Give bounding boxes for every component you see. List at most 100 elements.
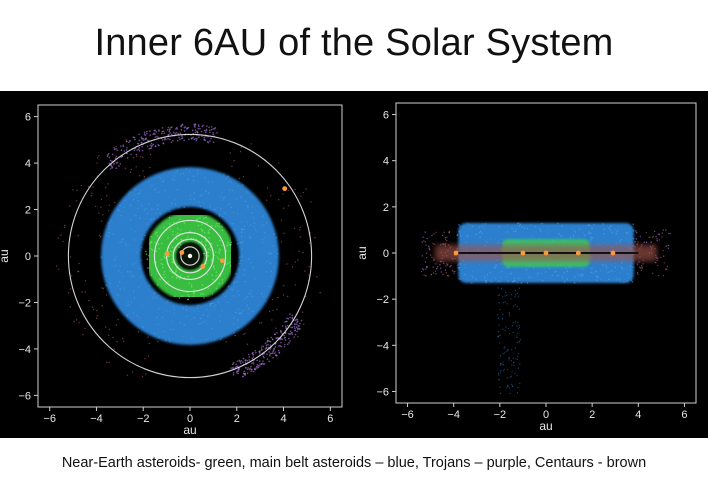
trojan-point xyxy=(244,361,247,364)
centaur-point xyxy=(149,153,152,156)
main-belt-point xyxy=(241,184,244,186)
main-belt-point xyxy=(500,277,502,279)
main-belt-point xyxy=(614,228,616,230)
centaur-point xyxy=(287,204,290,207)
centaur-point xyxy=(64,224,66,227)
main-belt-point xyxy=(201,188,204,191)
main-belt-point xyxy=(623,278,626,280)
main-belt-point xyxy=(145,207,147,210)
main-belt-point xyxy=(192,175,195,178)
centaur-point xyxy=(131,371,134,373)
trojan-point xyxy=(290,326,292,329)
main-belt-point xyxy=(187,327,190,330)
main-belt-point xyxy=(234,311,237,314)
main-belt-point xyxy=(157,191,160,194)
trojan-point xyxy=(114,157,117,160)
trojan-point xyxy=(247,353,250,356)
main-belt-point xyxy=(192,179,195,182)
main-belt-point xyxy=(120,272,122,274)
main-belt-point xyxy=(154,208,157,211)
centaur-point xyxy=(250,143,253,145)
scatter-point xyxy=(505,326,507,328)
near-earth-point xyxy=(169,228,172,231)
near-earth-point xyxy=(211,274,214,276)
main-belt-point xyxy=(240,315,242,317)
trojan-point xyxy=(150,142,153,145)
scatter-point xyxy=(503,352,506,354)
main-belt-point xyxy=(229,307,232,310)
scatter-point xyxy=(506,350,508,353)
near-earth-point xyxy=(215,287,218,290)
centaur-point xyxy=(657,264,659,267)
main-belt-point xyxy=(130,249,133,252)
main-belt-point xyxy=(628,277,630,280)
y-axis-label: au xyxy=(0,249,11,262)
near-earth-point xyxy=(168,216,171,219)
main-belt-point xyxy=(108,278,111,280)
centaur-point xyxy=(446,274,449,277)
trojan-point xyxy=(268,354,271,356)
centaur-point xyxy=(149,166,151,169)
main-belt-point xyxy=(146,223,149,225)
main-belt-point xyxy=(233,281,235,284)
near-earth-zone xyxy=(145,211,235,301)
main-belt-point xyxy=(261,295,264,298)
scatter-point xyxy=(497,294,499,296)
main-belt-point xyxy=(115,256,117,258)
main-belt-point xyxy=(159,212,161,215)
trojan-point xyxy=(252,356,255,358)
main-belt-point xyxy=(631,280,634,283)
trojan-point xyxy=(285,320,288,323)
main-belt-point xyxy=(595,261,598,263)
centaur-point xyxy=(422,236,424,238)
y-tick-label: −2 xyxy=(376,294,389,306)
main-belt-point xyxy=(129,228,132,230)
main-belt-point xyxy=(123,289,125,292)
main-belt-point xyxy=(273,266,275,268)
y-axis-label: au xyxy=(355,246,369,259)
centaur-point xyxy=(81,291,83,293)
main-belt-point xyxy=(471,270,474,272)
scatter-point xyxy=(499,308,501,311)
main-belt-point xyxy=(252,267,254,270)
main-belt-point xyxy=(209,302,212,305)
main-belt-point xyxy=(497,240,500,242)
main-belt-point xyxy=(139,202,141,204)
centaur-point xyxy=(441,243,444,245)
centaur-point xyxy=(283,232,285,234)
main-belt-point xyxy=(132,312,135,314)
centaur-point xyxy=(439,267,442,269)
main-belt-point xyxy=(478,263,481,266)
main-belt-point xyxy=(169,204,172,207)
main-belt-point xyxy=(138,317,140,319)
centaur-point xyxy=(92,186,94,188)
centaur-point xyxy=(88,299,90,302)
centaur-point xyxy=(238,177,241,180)
main-belt-point xyxy=(210,327,213,330)
main-belt-point xyxy=(273,233,275,235)
near-earth-point xyxy=(145,253,148,256)
x-tick-label: −4 xyxy=(90,413,103,425)
trojan-point xyxy=(287,332,290,335)
trojan-point xyxy=(187,126,190,129)
main-belt-point xyxy=(615,275,617,278)
centaur-point xyxy=(634,241,636,243)
centaur-point xyxy=(130,168,132,171)
main-belt-point xyxy=(242,259,244,262)
scatter-point xyxy=(516,374,518,376)
main-belt-point xyxy=(183,323,186,326)
main-belt-point xyxy=(204,196,207,199)
near-earth-point xyxy=(164,257,166,260)
main-belt-point xyxy=(162,180,165,182)
near-earth-point xyxy=(159,278,161,281)
main-belt-point xyxy=(565,267,567,270)
centaur-point xyxy=(435,231,437,234)
main-belt-point xyxy=(132,290,135,292)
near-earth-point xyxy=(211,293,214,295)
main-belt-point xyxy=(179,173,182,175)
trojan-point xyxy=(252,363,255,365)
centaur-point xyxy=(421,241,424,243)
trojan-point xyxy=(115,147,117,150)
centaur-point xyxy=(301,311,304,313)
trojan-point xyxy=(137,148,140,151)
